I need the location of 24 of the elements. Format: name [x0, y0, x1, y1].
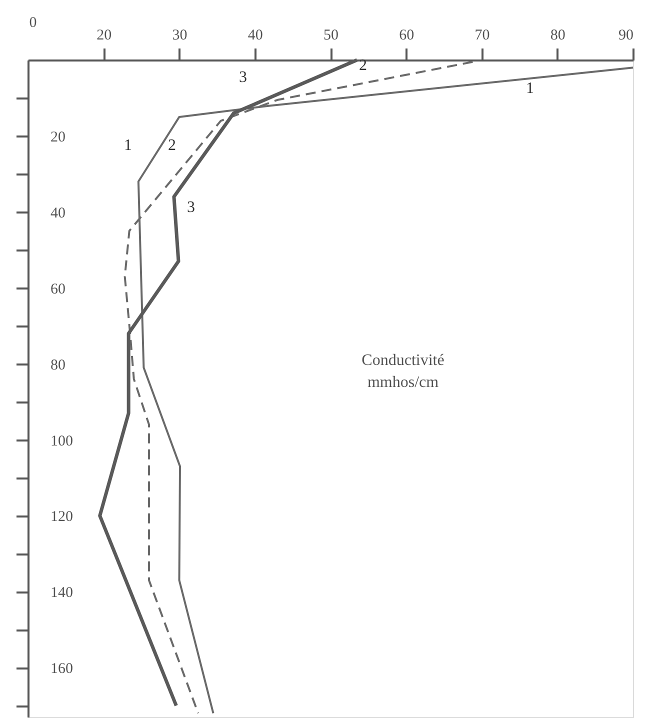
x-tick-label: 70: [474, 28, 490, 44]
annotation: 1: [526, 80, 534, 97]
x-axis-title: Conductivité mmhos/cm: [362, 352, 444, 391]
annotation: 2: [359, 57, 367, 74]
y-tick-label: 40: [50, 205, 66, 222]
x-tick-label: 30: [172, 28, 188, 44]
x-tick-label: 40: [248, 28, 263, 44]
x-tick-label: 60: [399, 28, 414, 44]
x-tick-label: 20: [96, 28, 112, 44]
annotation: 3: [239, 69, 247, 86]
x-tick-label: 50: [324, 28, 338, 44]
y-tick-label: 80: [50, 357, 66, 374]
y-tick-label: 60: [50, 281, 66, 298]
y-tick-label: 160: [50, 661, 73, 678]
y-tick-label: 20: [50, 129, 66, 146]
text: 0: [29, 15, 37, 31]
x-tick-label: 80: [550, 28, 566, 44]
y-tick-label: 120: [50, 509, 73, 526]
annotation: 3: [187, 199, 195, 216]
annotation: 1: [124, 137, 132, 154]
annotation: 2: [168, 137, 176, 154]
y-tick-label: 140: [50, 585, 73, 602]
x-tick-label: 90: [618, 28, 634, 44]
y-tick-label: 100: [50, 433, 73, 450]
